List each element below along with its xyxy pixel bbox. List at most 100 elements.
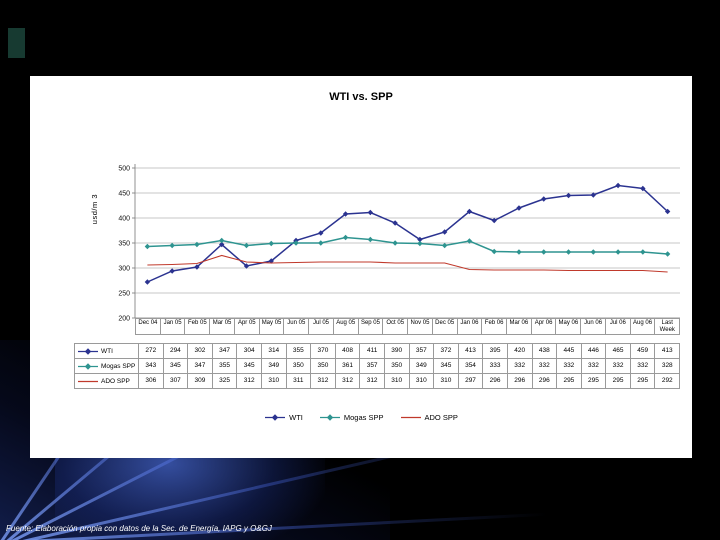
- legend-label: ADO SPP: [424, 413, 458, 422]
- table-value-cell: 312: [310, 373, 336, 389]
- table-value-cell: 355: [285, 343, 312, 359]
- x-axis-label: Jan 05: [159, 318, 186, 335]
- y-tick-label: 350: [118, 241, 130, 248]
- x-axis-label: Jun 05: [283, 318, 310, 335]
- y-tick-label: 250: [118, 291, 130, 298]
- series-name-cell: ADO SPP: [74, 373, 139, 389]
- table-value-cell: 333: [482, 358, 508, 374]
- x-axis-label: Mar 05: [209, 318, 235, 335]
- x-axis-label: Jul 06: [604, 318, 631, 335]
- table-value-cell: 350: [285, 358, 312, 374]
- table-value-cell: 314: [260, 343, 287, 359]
- legend-item: WTI: [264, 413, 303, 422]
- x-axis-label: Aug 05: [332, 318, 359, 335]
- table-value-cell: 370: [310, 343, 336, 359]
- table-value-cell: 309: [187, 373, 213, 389]
- table-value-cell: 304: [236, 343, 262, 359]
- table-row: Mogas SPP 343 345 347 355 345 349 350 350 361 357 3…: [74, 358, 681, 374]
- table-value-cell: 307: [162, 373, 189, 389]
- table-value-cell: 332: [531, 358, 558, 374]
- table-value-cell: 347: [187, 358, 213, 374]
- x-axis-label: Jul 05: [308, 318, 334, 335]
- series-ado-spp: [147, 254, 668, 273]
- table-value-cell: 295: [556, 373, 582, 389]
- table-value-cell: 311: [285, 373, 312, 389]
- table-value-cell: 465: [605, 343, 631, 359]
- legend-label: WTI: [289, 413, 303, 422]
- table-value-cell: 332: [580, 358, 607, 374]
- table-value-cell: 411: [359, 343, 385, 359]
- table-value-cell: 413: [457, 343, 484, 359]
- table-value-cell: 310: [433, 373, 459, 389]
- table-value-cell: 347: [211, 343, 238, 359]
- x-axis-label: Apr 06: [530, 318, 557, 335]
- table-value-cell: 332: [556, 358, 582, 374]
- mogas-spp-line-swatch-icon: [78, 362, 98, 370]
- chart-data-table: WTI 272 294 302 347 304 314 355 370 408 411 390 357 3…: [74, 343, 681, 389]
- table-value-cell: 350: [310, 358, 336, 374]
- table-value-cell: 296: [506, 373, 533, 389]
- table-value-cell: 361: [334, 358, 361, 374]
- table-value-cell: 297: [457, 373, 484, 389]
- mogas-spp-line-swatch-icon: [319, 414, 340, 421]
- table-row: WTI 272 294 302 347 304 314 355 370 408 411 390 357 3…: [74, 343, 681, 359]
- series-name-label: Mogas SPP: [101, 362, 136, 370]
- table-value-cell: 328: [654, 358, 681, 374]
- x-axis-label: Mar 06: [506, 318, 532, 335]
- ado-spp-line-swatch-icon: [78, 380, 98, 382]
- x-axis-label: Jun 06: [580, 318, 606, 335]
- table-value-cell: 343: [138, 358, 164, 374]
- table-value-cell: 354: [457, 358, 484, 374]
- table-value-cell: 332: [506, 358, 533, 374]
- table-value-cell: 296: [531, 373, 558, 389]
- table-value-cell: 312: [236, 373, 262, 389]
- x-axis-label: Feb 05: [184, 318, 211, 335]
- legend-item: ADO SPP: [400, 413, 458, 422]
- source-footnote: Fuente: Elaboración propia con datos de …: [6, 524, 272, 533]
- ado-spp-line-swatch-icon: [400, 416, 421, 419]
- table-value-cell: 446: [580, 343, 607, 359]
- table-value-cell: 345: [236, 358, 262, 374]
- legend-label: Mogas SPP: [343, 413, 384, 422]
- table-value-cell: 357: [408, 343, 435, 359]
- y-tick-label: 300: [118, 266, 130, 273]
- x-axis-label-row: Dec 04 Jan 05 Feb 05 Mar 05 Apr 05 May 05 Jun …: [135, 318, 681, 335]
- x-axis-label: May 05: [258, 318, 285, 335]
- table-value-cell: 390: [383, 343, 410, 359]
- table-value-cell: 302: [187, 343, 213, 359]
- y-tick-label: 500: [118, 166, 130, 173]
- chart-panel: WTI vs. SPP usd/m 3 500 450 400 350 300 250 20…: [30, 76, 692, 458]
- table-value-cell: 349: [260, 358, 287, 374]
- y-axis-title: usd/m 3: [90, 194, 99, 225]
- x-axis-label: Feb 06: [481, 318, 508, 335]
- table-value-cell: 312: [359, 373, 385, 389]
- x-axis-label: Sep 05: [357, 318, 384, 335]
- table-value-cell: 306: [138, 373, 164, 389]
- table-row: ADO SPP 306 307 309 325 312 310 311 312 312 312 310…: [74, 373, 681, 389]
- table-value-cell: 357: [359, 358, 385, 374]
- table-value-cell: 345: [433, 358, 459, 374]
- table-value-cell: 310: [260, 373, 287, 389]
- table-value-cell: 312: [334, 373, 361, 389]
- table-value-cell: 408: [334, 343, 361, 359]
- series-name-label: ADO SPP: [101, 377, 130, 385]
- y-tick-label: 400: [118, 216, 130, 223]
- chart-title: WTI vs. SPP: [329, 91, 393, 103]
- table-value-cell: 310: [383, 373, 410, 389]
- series-name-cell: WTI: [74, 343, 139, 359]
- table-value-cell: 349: [408, 358, 435, 374]
- x-axis-label: May 06: [555, 318, 582, 335]
- x-axis-label: Nov 05: [407, 318, 433, 335]
- chart-legend: WTI Mogas SPP ADO SPP: [30, 413, 692, 422]
- table-value-cell: 332: [605, 358, 631, 374]
- table-value-cell: 345: [162, 358, 189, 374]
- table-value-cell: 296: [482, 373, 508, 389]
- table-value-cell: 420: [506, 343, 533, 359]
- x-axis-label: Dec 04: [135, 318, 161, 335]
- series-wti: [144, 182, 671, 285]
- table-value-cell: 350: [383, 358, 410, 374]
- x-axis-label: Last Week: [654, 318, 681, 335]
- series-name-label: WTI: [101, 347, 113, 355]
- corner-decoration: [8, 28, 25, 58]
